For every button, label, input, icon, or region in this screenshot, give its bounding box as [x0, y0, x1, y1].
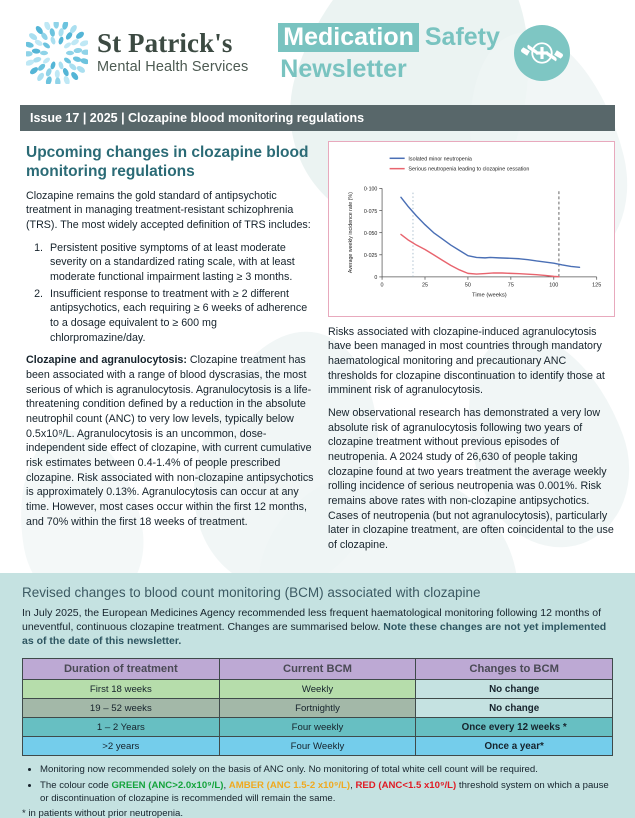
cell-duration: First 18 weeks [22, 679, 220, 700]
svg-text:100: 100 [549, 282, 558, 288]
column-header-changes: Changes to BCM [415, 658, 613, 681]
issue-banner: Issue 17 | 2025 | Clozapine blood monito… [20, 105, 615, 131]
revised-changes-panel: Revised changes to blood count monitorin… [0, 572, 635, 818]
brand-logo: St Patrick's Mental Health Services [23, 18, 249, 87]
table-row: >2 years Four Weekly Once a year* [22, 736, 613, 757]
right-paragraph-2: New observational research has demonstra… [328, 407, 614, 551]
list-item: Insufficient response to treatment with … [46, 287, 314, 346]
cell-duration: 19 – 52 weeks [22, 698, 220, 719]
svg-text:0: 0 [381, 282, 384, 288]
trs-definition-list: Persistent positive symptoms of at least… [26, 241, 314, 346]
cell-current-bcm: Four weekly [218, 717, 417, 738]
svg-text:125: 125 [592, 282, 601, 288]
bullet-segment: , [223, 779, 229, 791]
svg-text:0·025: 0·025 [364, 253, 378, 259]
article-title: Upcoming changes in clozapine blood moni… [26, 144, 309, 181]
masthead-word-medication: Medication [278, 22, 419, 52]
svg-text:Time (weeks): Time (weeks) [472, 293, 507, 299]
table-row: 1 – 2 Years Four weekly Once every 12 week… [22, 717, 613, 738]
cell-duration: 1 – 2 Years [22, 717, 220, 738]
agranulocytosis-lead-in: Clozapine and agranulocytosis: [26, 354, 187, 367]
svg-text:0·075: 0·075 [364, 209, 378, 215]
svg-text:Serious neutropenia leading to: Serious neutropenia leading to clozapine… [408, 167, 529, 173]
table-header-row: Duration of treatment Current BCM Change… [22, 658, 613, 681]
cell-changes-bcm: No change [415, 698, 613, 719]
table-footnote: * in patients without prior neutropenia. [22, 807, 184, 818]
table-row: 19 – 52 weeks Fortnightly No change [22, 698, 613, 719]
bcm-table: Duration of treatment Current BCM Change… [22, 658, 613, 757]
svg-text:Average weekly incidence rate: Average weekly incidence rate (%) [348, 192, 354, 273]
right-column: 0 0·025 0·050 0·075 0·100 0 25 50 75 100 125 Time (… [328, 141, 615, 561]
svg-text:50: 50 [465, 282, 471, 288]
svg-text:0·100: 0·100 [364, 187, 378, 193]
bullet-segment: Monitoring now recommended solely on the… [40, 764, 538, 776]
left-column: Upcoming changes in clozapine blood moni… [26, 141, 314, 561]
brand-name: St Patrick's [97, 28, 233, 59]
masthead-word-safety: Safety [424, 22, 500, 51]
panel-intro: In July 2025, the European Medicines Age… [22, 606, 613, 649]
bullet-segment: AMBER (ANC 1.5-2 x10⁹/L) [228, 779, 351, 791]
bullet-segment: , [350, 779, 356, 791]
svg-text:Isolated minor neutropenia: Isolated minor neutropenia [408, 156, 471, 162]
list-item: Persistent positive symptoms of at least… [46, 241, 314, 285]
column-header-current: Current BCM [218, 658, 417, 681]
agranulocytosis-body: Clozapine treatment has been associated … [26, 354, 314, 528]
bullet-segment: RED (ANC<1.5 x10⁹/L) [355, 779, 457, 791]
list-item: Monitoring now recommended solely on the… [40, 763, 613, 777]
svg-text:25: 25 [422, 282, 428, 288]
cell-changes-bcm: No change [415, 679, 613, 700]
cell-duration: >2 years [22, 736, 220, 757]
article-intro: Clozapine remains the gold standard of a… [26, 189, 311, 232]
bullet-segment: The colour code [40, 779, 112, 791]
agranulocytosis-paragraph: Clozapine and agranulocytosis: Clozapine… [26, 353, 314, 529]
hands-holding-pill-cross-icon [513, 24, 570, 81]
svg-text:0·050: 0·050 [364, 231, 378, 237]
petal-circle-logo-icon [23, 18, 91, 87]
column-header-duration: Duration of treatment [22, 658, 220, 681]
right-paragraph-1: Risks associated with clozapine-induced … [328, 325, 605, 397]
bullet-segment: GREEN (ANC>2.0x10⁹/L) [111, 779, 224, 791]
svg-text:75: 75 [508, 282, 514, 288]
cell-current-bcm: Four Weekly [218, 736, 417, 757]
main-content: Upcoming changes in clozapine blood moni… [0, 131, 635, 561]
bullet-list: Monitoring now recommended solely on the… [22, 763, 613, 806]
chart-canvas: 0 0·025 0·050 0·075 0·100 0 25 50 75 100 125 Time (… [348, 156, 601, 299]
panel-title: Revised changes to blood count monitorin… [22, 584, 481, 600]
svg-text:0: 0 [374, 275, 377, 281]
masthead: Medication Safety Newsletter [278, 22, 570, 83]
incidence-chart: 0 0·025 0·050 0·075 0·100 0 25 50 75 100 125 Time (… [328, 141, 615, 317]
page-header: St Patrick's Mental Health Services Medi… [0, 0, 635, 105]
cell-current-bcm: Fortnightly [218, 698, 417, 719]
brand-tagline: Mental Health Services [97, 59, 249, 76]
cell-changes-bcm: Once a year* [415, 736, 613, 757]
cell-current-bcm: Weekly [218, 679, 417, 700]
bullet-segment: threshold system on which a pause or dis… [40, 779, 609, 805]
table-row: First 18 weeks Weekly No change [22, 679, 613, 700]
masthead-word-newsletter: Newsletter [280, 55, 407, 83]
cell-changes-bcm: Once every 12 weeks * [415, 717, 613, 738]
list-item: The colour code GREEN (ANC>2.0x10⁹/L), A… [40, 779, 613, 806]
